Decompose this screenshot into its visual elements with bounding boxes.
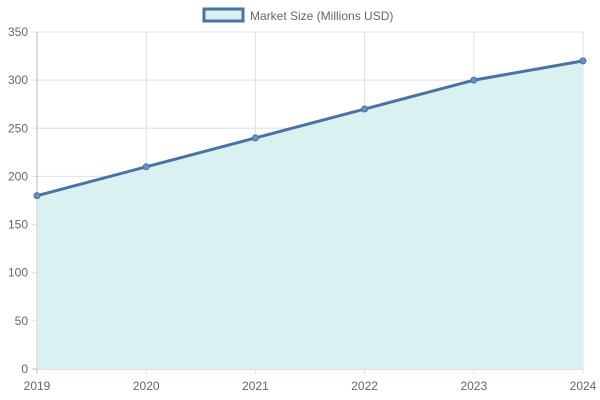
data-point[interactable]: [142, 163, 150, 171]
data-point[interactable]: [361, 105, 369, 113]
x-tick-label: 2020: [133, 379, 160, 393]
series-line: [35, 59, 585, 198]
y-tick-label: 0: [21, 362, 28, 376]
data-points: [33, 57, 587, 200]
x-tick-label: 2023: [460, 379, 487, 393]
y-tick-label: 200: [8, 169, 28, 183]
legend-swatch[interactable]: [202, 7, 245, 23]
axes: 0 50 100 150 200 250 300 350 2019 2020 2021 2022 202…: [8, 25, 597, 393]
x-tick-label: 2024: [570, 379, 597, 393]
y-tick-label: 50: [15, 314, 29, 328]
y-tick-label: 250: [8, 121, 28, 135]
x-tick-label: 2019: [24, 379, 51, 393]
area-series: [35, 59, 585, 370]
y-tick-label: 100: [8, 266, 28, 280]
legend[interactable]: Market Size (Millions USD): [202, 7, 393, 23]
data-point[interactable]: [470, 76, 478, 84]
data-point[interactable]: [251, 134, 259, 142]
y-tick-label: 150: [8, 218, 28, 232]
y-tick-label: 350: [8, 25, 28, 39]
legend-label[interactable]: Market Size (Millions USD): [250, 9, 393, 23]
x-tick-label: 2022: [351, 379, 378, 393]
y-tick-label: 300: [8, 73, 28, 87]
data-point[interactable]: [579, 57, 587, 65]
area-fill: [37, 60, 583, 370]
data-point[interactable]: [33, 192, 41, 200]
x-tick-label: 2021: [242, 379, 269, 393]
